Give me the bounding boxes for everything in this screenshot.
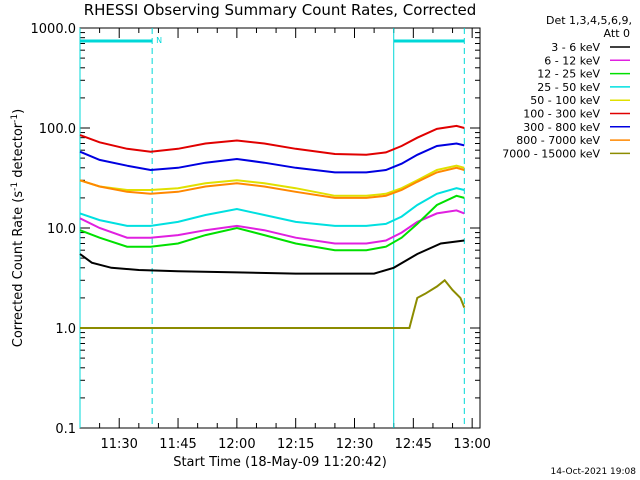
- series-line: [79, 209, 465, 245]
- y-axis-title-part: ): [11, 109, 26, 114]
- x-tick-label: 11:30: [100, 437, 137, 452]
- y-tick-label: 1.0: [55, 322, 76, 337]
- timestamp: 14-Oct-2021 19:08: [551, 467, 637, 477]
- legend-header: Att 0: [604, 27, 630, 40]
- series-line: [79, 166, 465, 199]
- x-tick-label: 12:15: [277, 437, 314, 452]
- legend-label: 300 - 800 keV: [523, 121, 600, 134]
- y-tick-label: 10.0: [47, 222, 76, 237]
- legend-label: 100 - 300 keV: [523, 108, 600, 121]
- series-line: [79, 164, 465, 197]
- x-tick-label: 11:45: [159, 437, 196, 452]
- series-line: [80, 278, 466, 329]
- x-tick-label: 12:45: [395, 437, 432, 452]
- x-axis-title: Start Time (18-May-09 11:20:42): [173, 455, 387, 470]
- series-lines: [79, 124, 466, 329]
- plot-frame: [79, 27, 481, 429]
- series-line: [79, 124, 465, 156]
- y-axis-title-exponent: -1: [10, 114, 20, 123]
- series-line: [79, 187, 465, 227]
- y-axis-title-part: Corrected Count Rate (s: [11, 191, 26, 348]
- legend-header: Det 1,3,4,5,6,9,: [546, 14, 632, 27]
- x-tick-label: 13:00: [453, 437, 490, 452]
- y-tick-label: 1000.0: [31, 22, 77, 37]
- legend-label: 800 - 7000 keV: [516, 134, 600, 147]
- x-tick-label: 12:00: [218, 437, 255, 452]
- x-tick-label: 12:30: [336, 437, 373, 452]
- series-line: [79, 194, 465, 252]
- legend-label: 25 - 50 keV: [537, 81, 600, 94]
- night-flag-label: N: [156, 36, 162, 45]
- legend-label: 6 - 12 keV: [544, 54, 600, 67]
- y-axis-title-exponent: -1: [10, 182, 20, 191]
- legend-label: 50 - 100 keV: [530, 94, 600, 107]
- y-axis-title-part: detector: [11, 122, 26, 182]
- y-axis: 1000.0 100.0 10.0 1.0 0.1: [31, 22, 480, 437]
- legend-label: 7000 - 15000 keV: [502, 147, 600, 160]
- night-periods: N: [79, 28, 465, 428]
- y-tick-label: 100.0: [39, 122, 76, 137]
- y-axis-title: Corrected Count Rate (s-1 detector-1): [10, 109, 26, 347]
- y-tick-label: 0.1: [55, 422, 76, 437]
- legend-label: 12 - 25 keV: [537, 68, 600, 81]
- plot-area: 1000.0 100.0 10.0 1.0 0.1 11:30 11:45 12:00 12:…: [31, 22, 491, 452]
- series-line: [79, 142, 465, 174]
- legend-label: 3 - 6 keV: [551, 41, 600, 54]
- chart-title: RHESSI Observing Summary Count Rates, Co…: [84, 1, 477, 19]
- series-line: [79, 239, 465, 275]
- x-axis: 11:30 11:45 12:00 12:15 12:30 12:45 13:00: [79, 28, 491, 452]
